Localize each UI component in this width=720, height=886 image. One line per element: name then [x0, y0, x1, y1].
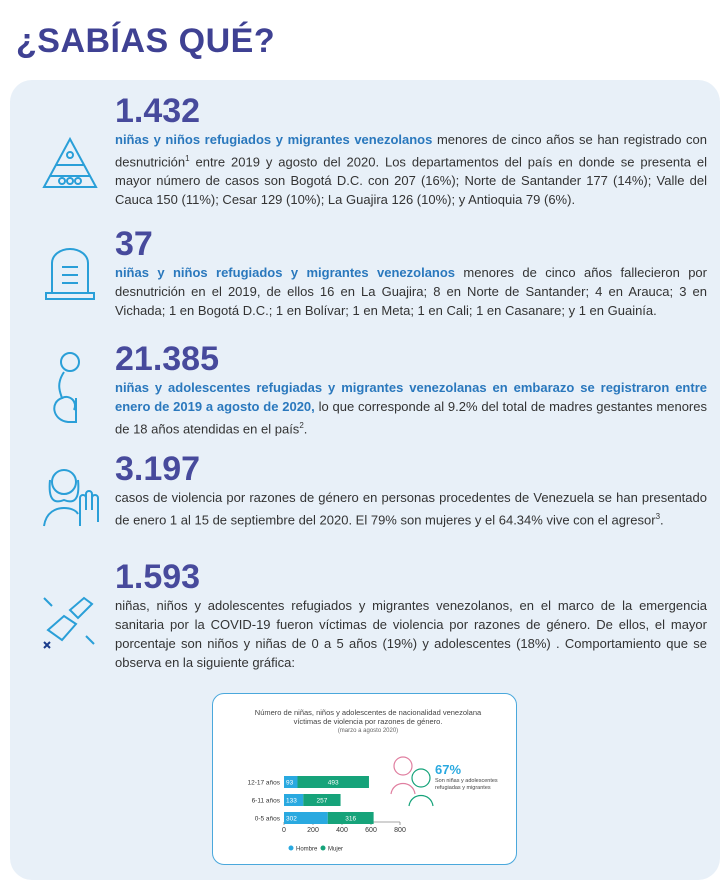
bar-segment	[303, 794, 341, 806]
legend-swatch	[288, 845, 294, 851]
value-label: 493	[328, 780, 339, 787]
fact-body: lo que corresponde al 9.2% del total de …	[115, 399, 707, 437]
fact-body: niñas, niños y adolescentes refugiados y…	[115, 598, 707, 670]
legend-label: Hombre	[296, 847, 318, 853]
fact: 21.385 niñas y adolescentes refugiadas y …	[115, 340, 707, 438]
x-tick-label: 0	[282, 827, 286, 834]
fact-text: niñas y niños refugiados y migrantes ven…	[115, 130, 707, 209]
fact-text: niñas y niños refugiados y migrantes ven…	[115, 263, 707, 320]
bar-segment	[327, 812, 374, 824]
chart-title: Número de niñas, niños y adolescentes de…	[254, 708, 482, 726]
legend-swatch	[320, 845, 326, 851]
fact-number: 3.197	[115, 450, 201, 488]
fact-text: niñas, niños y adolescentes refugiados y…	[115, 596, 707, 672]
x-tick-label: 600	[365, 827, 377, 834]
chart-plot: 0 200 400 600 800 12-17 años 93 493 6-11 años 133…	[247, 756, 498, 853]
fact-number: 21.385	[115, 340, 219, 378]
value-label: 257	[316, 798, 327, 805]
fact-lead: niñas y niños refugiados y migrantes ven…	[115, 265, 456, 280]
value-label: 133	[286, 798, 297, 805]
fact-body: entre 2019 y agosto del 2020. Los depart…	[115, 154, 707, 208]
fact-body: casos de violencia por razones de género…	[115, 490, 707, 528]
y-tick-label: 0-5 años	[255, 816, 281, 823]
footnote-ref: 3	[655, 512, 661, 521]
fact-number: 37	[115, 225, 153, 263]
legend-label: Mujer	[328, 847, 343, 853]
page-title: ¿SABÍAS QUÉ?	[16, 22, 276, 60]
fact-text: casos de violencia por razones de género…	[115, 488, 707, 529]
fact: 3.197 casos de violencia por razones de g…	[115, 450, 707, 529]
fact-body: .	[303, 421, 308, 437]
fact-body: .	[660, 512, 664, 528]
fist-icon	[43, 596, 95, 649]
bar-segment	[297, 776, 369, 788]
pregnancy-icon	[53, 352, 80, 423]
fact: 1.432 niñas y niños refugiados y migrante…	[115, 92, 707, 209]
fact-body: menores de cinco años fallecieron por de…	[115, 265, 707, 318]
value-label: 93	[286, 780, 294, 787]
footnote-ref: 1	[185, 154, 190, 163]
fact-lead: niñas y adolescentes refugiadas y migran…	[115, 380, 707, 414]
footnote-ref: 2	[299, 421, 304, 430]
stop-icon	[43, 469, 99, 527]
value-label: 316	[345, 816, 356, 823]
fact-number: 1.593	[115, 558, 201, 596]
y-tick-label: 6-11 años	[252, 798, 281, 805]
bar-segment	[284, 794, 304, 806]
fact-lead: niñas y niños refugiados y migrantes ven…	[115, 132, 433, 147]
bar-segment	[284, 776, 298, 788]
fact-body: menores de cinco años se han registrado …	[115, 132, 708, 170]
value-label: 302	[286, 816, 297, 823]
fact: 37 niñas y niños refugiados y migrantes v…	[115, 225, 707, 320]
x-tick-label: 800	[394, 827, 406, 834]
nutrition-icon	[42, 136, 98, 188]
x-tick-label: 400	[336, 827, 348, 834]
annotation-value: 67%	[435, 762, 461, 777]
fact: 1.593 niñas, niños y adolescentes refugia…	[115, 558, 707, 672]
annotation-box: Son niñas y adolescentes refugiadas y mi…	[435, 778, 498, 791]
chart-card: Número de niñas, niños y adolescentes de…	[212, 693, 517, 865]
grave-icon	[45, 248, 95, 300]
girls-illustration	[390, 756, 434, 807]
fact-number: 1.432	[115, 92, 201, 130]
fact-text: niñas y adolescentes refugiadas y migran…	[115, 378, 707, 438]
bar-segment	[284, 812, 328, 824]
y-tick-label: 12-17 años	[247, 780, 280, 787]
chart-subtitle: (marzo a agosto 2020)	[337, 728, 399, 734]
x-tick-label: 200	[307, 827, 319, 834]
annotation-text: Son niñas y adolescentes refugiadas y mi…	[435, 778, 498, 791]
